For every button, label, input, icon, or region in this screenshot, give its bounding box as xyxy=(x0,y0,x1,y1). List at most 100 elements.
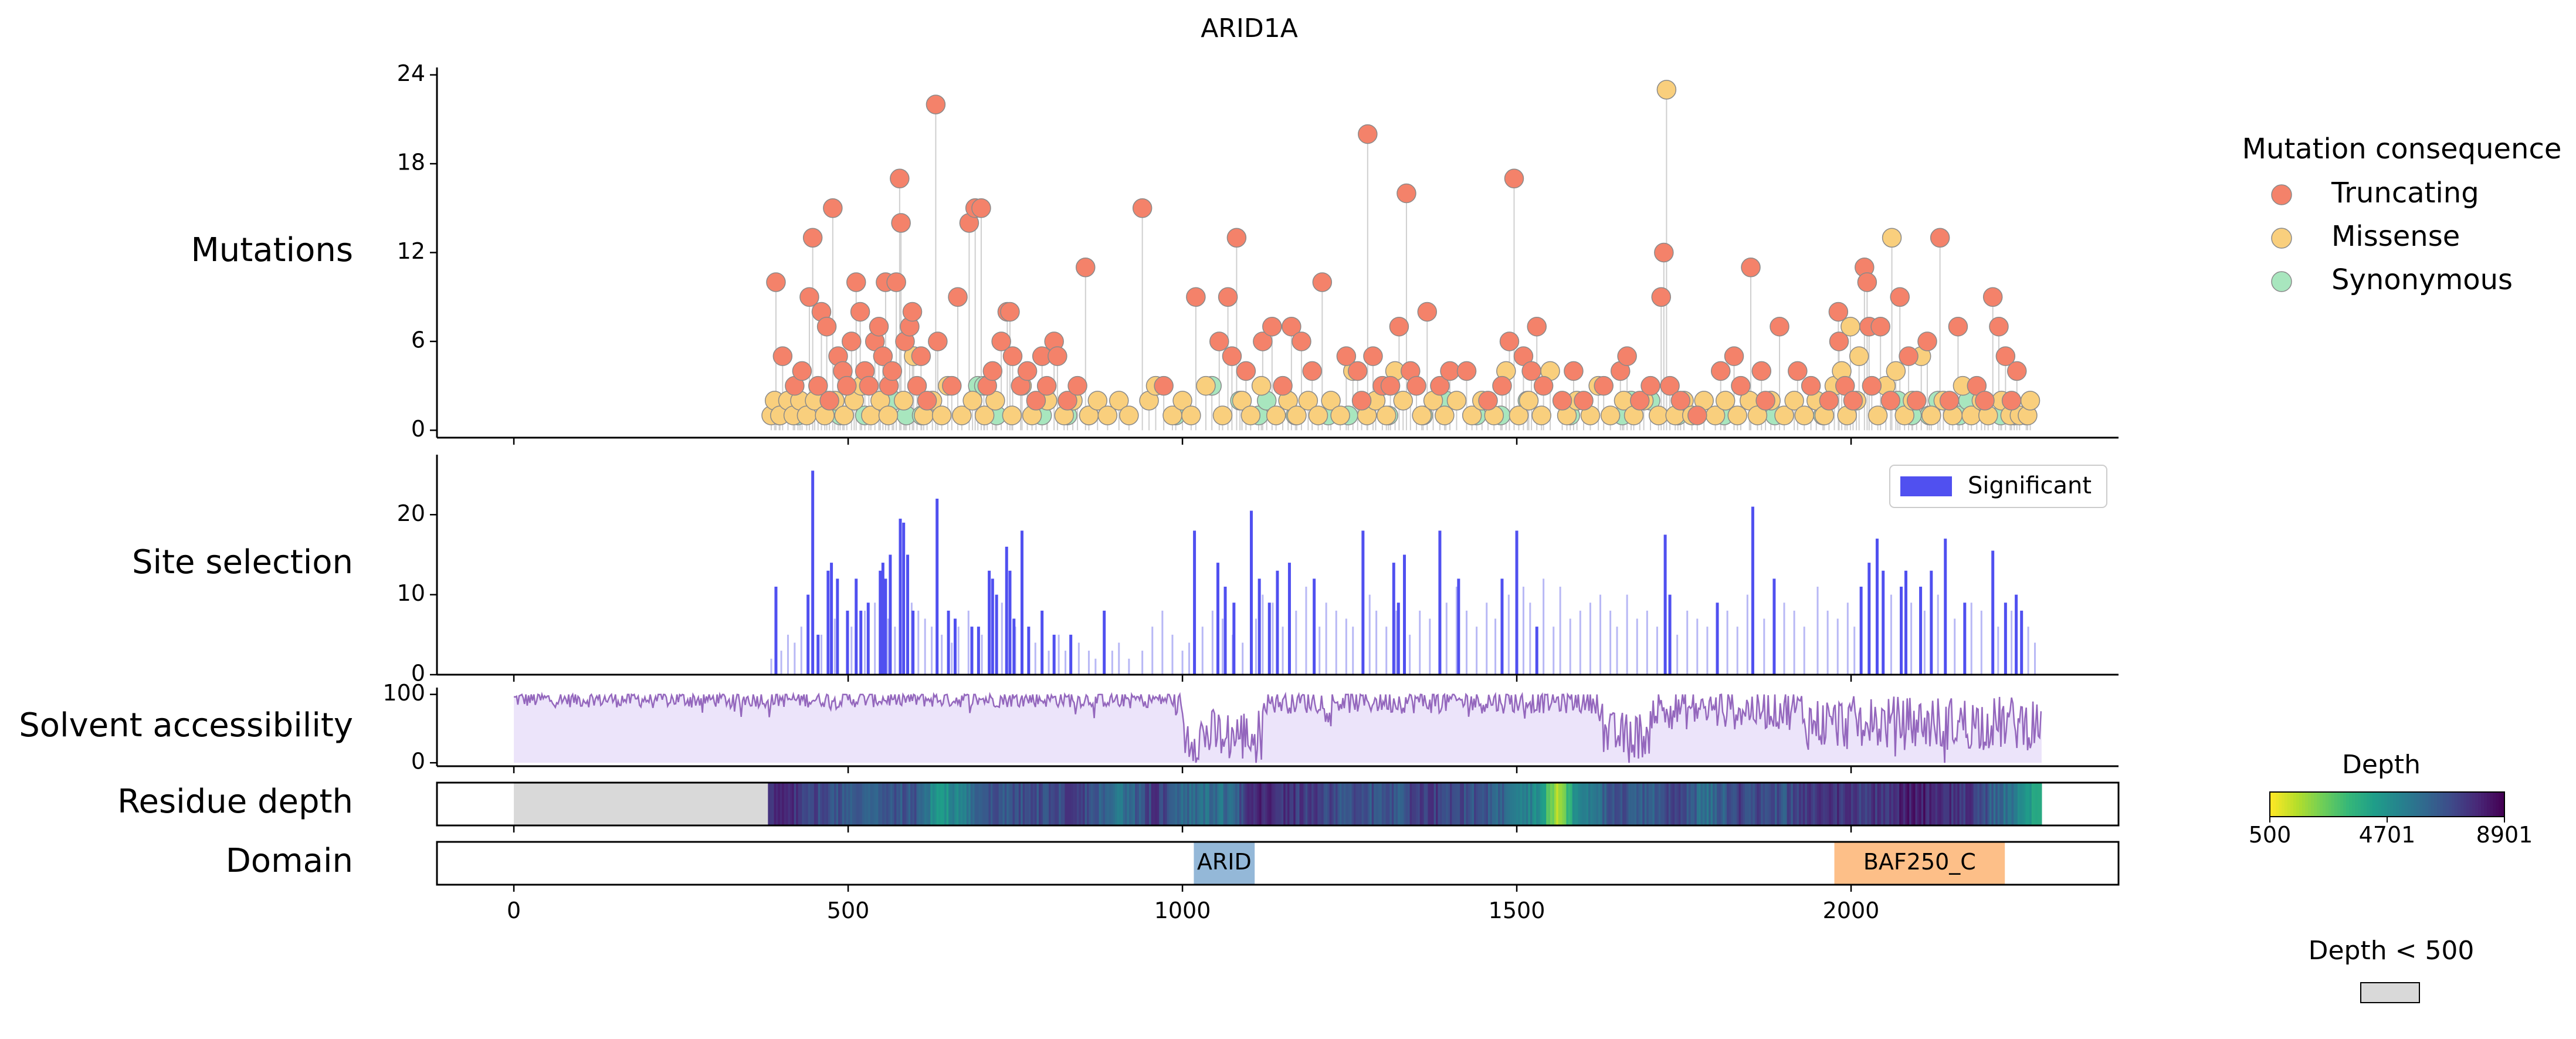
depth-cell xyxy=(1829,783,1832,825)
depth-cell xyxy=(984,783,987,825)
depth-cell xyxy=(822,783,825,825)
depth-cell xyxy=(1630,783,1633,825)
depth-colorbar-title: Depth xyxy=(2342,750,2421,780)
depth-cell xyxy=(1163,783,1165,825)
depth-cell xyxy=(1277,783,1280,825)
depth-cell xyxy=(1347,783,1350,825)
depth-cell xyxy=(1594,783,1597,825)
colorbar-cell xyxy=(2502,792,2505,817)
depth-cell xyxy=(1137,783,1140,825)
depth-cell xyxy=(1211,783,1214,825)
depth-cell xyxy=(870,783,873,825)
mutation-point xyxy=(1002,346,1023,366)
depth-cell xyxy=(1201,783,1204,825)
depth-cell xyxy=(1428,783,1431,825)
mutation-point xyxy=(1564,361,1584,381)
depth-cell xyxy=(962,783,965,825)
depth-cell xyxy=(1923,783,1926,825)
colorbar-cell xyxy=(2346,792,2350,817)
depth-cell xyxy=(1448,783,1450,825)
depth-cell xyxy=(1723,783,1726,825)
mutation-point xyxy=(1899,346,1919,366)
mutation-point xyxy=(1921,405,1941,425)
colorbar-cell xyxy=(2455,792,2458,817)
depth-cell xyxy=(1351,783,1354,825)
solvent-accessibility-panel: Solvent accessibility 0 100 xyxy=(19,680,2119,774)
depth-cell xyxy=(1357,783,1360,825)
mutation-point xyxy=(1273,375,1293,396)
y-tick-label: 12 xyxy=(397,238,425,264)
colorbar-cell xyxy=(2484,792,2487,817)
depth-cell xyxy=(1155,783,1158,825)
depth-cell xyxy=(2001,783,2004,825)
depth-cell xyxy=(1949,783,1952,825)
depth-cell xyxy=(1997,783,2000,825)
mutation-point xyxy=(819,391,839,411)
panel-ylabel: Domain xyxy=(226,842,353,880)
colorbar-cell xyxy=(2405,792,2408,817)
mutation-point xyxy=(1687,405,1707,425)
mutation-legend: Truncating Missense Synonymous xyxy=(2271,177,2513,296)
mutation-point xyxy=(1209,331,1229,351)
depth-cell xyxy=(1097,783,1100,825)
depth-cell xyxy=(1199,783,1202,825)
depth-cell xyxy=(1530,783,1533,825)
depth-cell xyxy=(1467,783,1470,825)
colorbar-cell xyxy=(2361,792,2364,817)
colorbar-cell xyxy=(2320,792,2323,817)
colorbar-cell xyxy=(2355,792,2358,817)
depth-cell xyxy=(1205,783,1208,825)
mutation-point xyxy=(886,272,906,292)
depth-cell xyxy=(1797,783,1799,825)
colorbar-cell xyxy=(2434,792,2438,817)
depth-cell xyxy=(806,783,809,825)
depth-cell xyxy=(1464,783,1466,825)
legend-swatch-significant xyxy=(1900,476,1952,496)
depth-cell xyxy=(1149,783,1152,825)
depth-cell xyxy=(1458,783,1460,825)
mutation-point xyxy=(1397,183,1416,204)
depth-cell xyxy=(1408,783,1411,825)
mutation-point xyxy=(1724,346,1744,366)
depth-cell xyxy=(1153,783,1155,825)
depth-cell xyxy=(1336,783,1338,825)
depth-cell xyxy=(1855,783,1858,825)
depth-cell xyxy=(1422,783,1425,825)
colorbar-cell xyxy=(2328,792,2332,817)
depth-cell xyxy=(1546,783,1549,825)
depth-cell xyxy=(1076,783,1079,825)
mutation-point xyxy=(1240,405,1261,425)
depth-cell xyxy=(1943,783,1946,825)
depth-cell xyxy=(987,783,989,825)
depth-cell xyxy=(1418,783,1421,825)
depth-cell xyxy=(1008,783,1011,825)
depth-cell xyxy=(1825,783,1828,825)
depth-cell xyxy=(890,783,893,825)
mutation-point xyxy=(1656,80,1677,100)
depth-cell xyxy=(816,783,819,825)
mutation-point xyxy=(1574,391,1594,411)
depth-cell xyxy=(1439,783,1442,825)
depth-cell xyxy=(1778,783,1781,825)
depth-cell xyxy=(1026,783,1029,825)
mutation-point xyxy=(1218,287,1238,307)
legend-marker-synonymous xyxy=(2271,271,2292,292)
depth-cell xyxy=(1748,783,1751,825)
depth-cell xyxy=(1398,783,1401,825)
mutation-point xyxy=(1906,391,1927,411)
depth-cell xyxy=(1303,783,1306,825)
mutation-point xyxy=(1236,361,1256,381)
depth-cell xyxy=(1147,783,1150,825)
depth-cell xyxy=(1666,783,1669,825)
depth-cell xyxy=(1791,783,1794,825)
mutation-point xyxy=(917,391,937,411)
depth-cell xyxy=(784,783,787,825)
depth-cell xyxy=(952,783,955,825)
depth-cell xyxy=(1887,783,1890,825)
depth-cell xyxy=(1935,783,1938,825)
depth-cell xyxy=(970,783,973,825)
depth-cell xyxy=(1877,783,1880,825)
depth-cell xyxy=(1921,783,1924,825)
depth-cell xyxy=(1353,783,1356,825)
